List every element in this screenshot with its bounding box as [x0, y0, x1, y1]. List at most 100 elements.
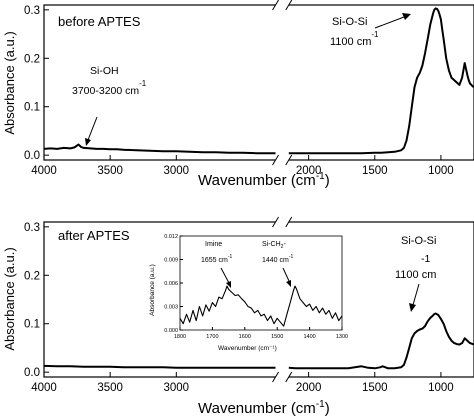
inset-ytick-label: 0.012: [164, 234, 178, 240]
top-sioh-arrowhead: [85, 138, 91, 146]
inset-ytick-label: 0.006: [164, 281, 178, 287]
inset-ytick-label: 0.009: [164, 258, 178, 264]
top-xlabel-main: Wavenumber (cm: [198, 172, 316, 189]
inset-imine-arrow: [220, 267, 230, 284]
top-sioh-arrow: [87, 116, 98, 141]
top-sioh-sup: -1: [139, 79, 147, 88]
top-xtick-label: 2000: [296, 165, 322, 177]
inset-xlabel: Wavenumber (cm⁻¹): [218, 345, 277, 352]
bottom-xtick-label: 1000: [428, 382, 454, 394]
top-plot-area: 4000 3500 3000 2000 1500 1000 0.0 0.1 0.2 0.3: [24, 0, 474, 177]
top-break-mark: [272, 0, 279, 11]
bottom-plot-area: 4000 3500 3000 2000 1500 1000 0.0 0.1 0.2 0.3: [24, 216, 474, 394]
bottom-siosi-arrow: [412, 283, 420, 306]
inset-series-line: [179, 285, 343, 327]
bottom-xtick-label: 2000: [296, 382, 322, 394]
inset-panel: 1800 1700 1600 1500 1400 1300 0.000 0.003 0.006 0…: [149, 233, 348, 352]
inset-sich2-sub: 2: [281, 244, 284, 250]
top-break-mark: [285, 0, 293, 11]
top-ylabel: Absorbance (a.u.): [2, 31, 17, 134]
bottom-break-gap: [275, 219, 289, 225]
top-xtick-label: 4000: [31, 165, 57, 177]
bottom-break-gap: [275, 374, 289, 380]
inset-imine-line1: Imine: [205, 241, 222, 248]
inset-sich2-main: Si-CH: [262, 241, 281, 248]
top-ytick-label: 0.0: [24, 150, 40, 162]
top-siosi-line2-main: 1100 cm: [330, 36, 371, 48]
bottom-siosi-arrowhead: [409, 303, 416, 312]
top-frame: [43, 4, 474, 161]
bottom-ytick-label: 0.3: [24, 222, 40, 234]
bottom-break-mark: [272, 371, 279, 383]
top-break-mark: [285, 154, 293, 166]
inset-ytick-label: 0.003: [164, 305, 178, 311]
top-xlabel: Wavenumber (cm-1): [198, 171, 330, 189]
bottom-xlabel-main: Wavenumber (cm: [198, 400, 316, 417]
top-siosi-sup: -1: [371, 30, 379, 39]
inset-xtick-label: 1700: [206, 334, 218, 340]
top-sioh-line1: Si-OH: [90, 65, 119, 77]
inset-xtick-label: 1300: [336, 334, 348, 340]
inset-plot-area: 1800 1700 1600 1500 1400 1300 0.000 0.003 0.006 0…: [164, 234, 348, 340]
top-siosi-arrowhead: [402, 13, 411, 20]
top-panel-label: before APTES: [58, 14, 141, 29]
bottom-xlabel-sup: -1: [316, 399, 325, 410]
bottom-xtick-label: 3500: [97, 382, 123, 394]
bottom-ytick-label: 0.2: [24, 270, 40, 282]
top-break-gap: [275, 2, 289, 8]
top-ytick-label: 0.1: [24, 102, 40, 114]
bottom-xtick-label: 1500: [362, 382, 388, 394]
inset-sich2-line2-main: 1440 cm: [262, 257, 289, 264]
top-siosi-line1: Si-O-Si: [332, 16, 367, 28]
inset-imine-sup: -1: [228, 254, 233, 260]
top-siosi-arrow: [374, 16, 405, 29]
bottom-xtick-label: 4000: [31, 382, 57, 394]
inset-imine-line2-main: 1655 cm: [201, 257, 228, 264]
bottom-siosi-line2-main: 1100 cm: [395, 269, 436, 281]
top-break-mark: [272, 154, 279, 166]
inset-ytick-label: 0.000: [164, 328, 178, 334]
top-xtick-label: 3000: [164, 165, 190, 177]
bottom-break-mark: [285, 371, 293, 383]
top-xtick-label: 1000: [428, 165, 454, 177]
bottom-xlabel: Wavenumber (cm-1): [198, 399, 330, 417]
bottom-ytick-label: 0.1: [24, 319, 40, 331]
bottom-frame: [43, 221, 474, 378]
inset-xtick-label: 1400: [303, 334, 315, 340]
inset-sich2-line2: 1440 cm-1: [262, 254, 294, 264]
bottom-panel-label: after APTES: [58, 228, 130, 243]
bottom-break-mark: [272, 216, 279, 228]
top-break-gap: [275, 157, 289, 163]
bottom-siosi-sup: -1: [421, 253, 430, 265]
inset-sich2-sup: -1: [289, 254, 294, 260]
inset-xtick-label: 1500: [271, 334, 283, 340]
inset-imine-arrowhead: [226, 281, 231, 288]
inset-sich2-arrowhead: [286, 280, 291, 287]
top-xlabel-sup: -1: [316, 171, 325, 182]
inset-background: [177, 233, 343, 341]
inset-sich2-arrow: [282, 267, 290, 282]
top-xtick-label: 3500: [97, 165, 123, 177]
bottom-ylabel: Absorbance (a.u.): [2, 247, 17, 350]
bottom-ytick-label: 0.0: [24, 367, 40, 379]
top-panel: 4000 3500 3000 2000 1500 1000 0.0 0.1 0.2 0.3 bef…: [2, 0, 474, 189]
bottom-panel: 4000 3500 3000 2000 1500 1000 0.0 0.1 0.2 0.3 aft…: [2, 216, 474, 417]
top-siosi-line2: 1100 cm-1: [330, 30, 379, 48]
bottom-break-mark: [285, 216, 293, 228]
inset-xtick-label: 1800: [174, 334, 186, 340]
inset-sich2-tail: -: [283, 241, 286, 248]
bottom-xtick-label: 3000: [164, 382, 190, 394]
top-ytick-label: 0.3: [24, 5, 40, 17]
top-series-line: [43, 7, 474, 155]
bottom-siosi-line1: Si-O-Si: [401, 235, 436, 247]
bottom-xlabel-close: ): [325, 400, 330, 417]
bottom-siosi-line2: 1100 cm: [395, 269, 436, 281]
bottom-series-line: [43, 312, 474, 370]
top-sioh-line2: 3700-3200 cm-1: [72, 79, 147, 97]
top-sioh-line2-main: 3700-3200 cm: [72, 85, 139, 97]
inset-sich2-line1: Si-CH2-: [262, 241, 286, 250]
top-xlabel-close: ): [325, 172, 330, 189]
top-ytick-label: 0.2: [24, 53, 40, 65]
